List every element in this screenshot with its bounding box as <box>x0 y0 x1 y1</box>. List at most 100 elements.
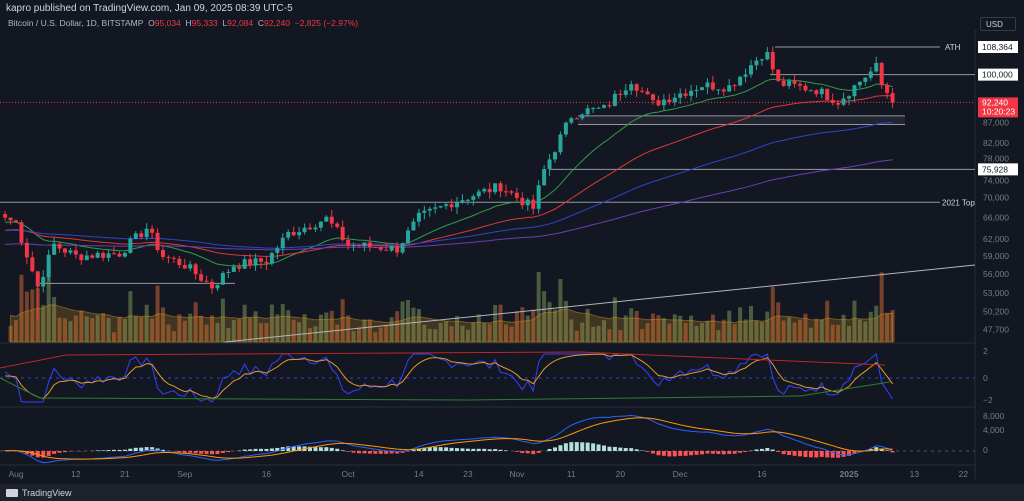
candle-body <box>885 85 890 94</box>
volume-bar <box>710 314 715 342</box>
macd-histogram-bar <box>558 445 563 451</box>
candle-body <box>3 214 8 218</box>
macd-histogram-bar <box>177 451 182 453</box>
volume-bar <box>607 329 612 342</box>
macd-histogram-bar <box>297 446 302 451</box>
macd-histogram-bar <box>416 448 421 451</box>
volume-bar <box>836 324 841 342</box>
volume-bar <box>580 322 585 342</box>
volume-bar <box>602 320 606 342</box>
divergence-line-low <box>799 381 891 397</box>
macd-histogram-bar <box>629 448 634 451</box>
volume-bar <box>661 318 666 342</box>
volume-bar <box>727 310 732 342</box>
price-tick-label: 47,700 <box>983 324 1009 334</box>
candle-body <box>504 191 508 193</box>
candle-body <box>732 85 737 87</box>
volume-bar <box>640 329 645 342</box>
candle-body <box>335 223 340 227</box>
macd-histogram-bar <box>155 448 160 451</box>
candle-body <box>433 207 438 209</box>
candle-body <box>689 90 694 96</box>
level-tag-bg <box>978 41 1018 53</box>
candle-body <box>836 103 841 105</box>
candle-body <box>460 200 465 203</box>
candle-body <box>710 82 715 90</box>
volume-bar <box>210 315 214 342</box>
candle-body <box>514 192 519 198</box>
macd-histogram-bar <box>645 451 650 452</box>
volume-bar <box>335 324 340 342</box>
low-value: 92,084 <box>227 18 254 28</box>
candle-body <box>193 264 198 275</box>
candle-body <box>471 196 476 200</box>
macd-tick-label: 8,000 <box>983 411 1005 421</box>
moving-average-100 <box>5 121 893 249</box>
candle-body <box>199 274 204 281</box>
volume-bar <box>411 307 416 342</box>
macd-histogram-bar <box>514 451 519 452</box>
volume-bar <box>749 306 753 342</box>
volume-bar <box>787 317 792 342</box>
time-tick-label: 2025 <box>840 469 859 479</box>
volume-bar <box>128 291 133 342</box>
candle-body <box>683 93 688 96</box>
candle-body <box>286 231 291 238</box>
macd-histogram-bar <box>275 447 280 451</box>
candle-body <box>765 51 770 60</box>
macd-histogram-bar <box>335 448 340 451</box>
candle-body <box>144 228 149 238</box>
volume-bar <box>79 310 84 342</box>
volume-bar <box>269 304 274 342</box>
candle-body <box>422 210 427 213</box>
time-tick-label: Aug <box>8 469 23 479</box>
volume-bar <box>645 323 650 342</box>
candle-body <box>634 84 639 91</box>
volume-ma-area <box>10 304 894 343</box>
volume-bar <box>493 305 498 342</box>
volume-bar <box>253 311 258 342</box>
volume-bar <box>357 327 361 342</box>
macd-histogram-bar <box>340 450 345 451</box>
price-tick-label: 53,000 <box>983 288 1009 298</box>
volume-bar <box>406 299 410 342</box>
volume-bar <box>122 318 127 342</box>
volume-bar <box>776 302 781 342</box>
macd-histogram-bar <box>438 447 443 451</box>
candle-body <box>705 82 710 88</box>
volume-bar <box>275 314 280 342</box>
volume-bar <box>313 326 318 342</box>
macd-histogram-bar <box>460 448 465 451</box>
macd-tick-label: 0 <box>983 445 988 455</box>
oscillator-signal-line <box>5 353 894 400</box>
volume-bar <box>743 319 748 342</box>
macd-histogram-bar <box>738 451 743 453</box>
candle-body <box>830 99 835 104</box>
level-price-tag: 75,928 <box>978 163 1018 176</box>
candle-body <box>651 94 655 101</box>
currency-button[interactable]: USD <box>980 17 1016 31</box>
candle-body <box>269 252 274 264</box>
candle-body <box>476 191 481 197</box>
volume-bar <box>721 319 726 342</box>
macd-histogram-bar <box>830 451 835 458</box>
volume-bar <box>547 302 552 342</box>
macd-histogram-bar <box>291 446 296 451</box>
countdown-timer: 10:20:23 <box>982 106 1015 116</box>
level-price-tag: 108,364 <box>978 41 1018 53</box>
volume-bar <box>770 286 775 342</box>
volume-bar <box>297 322 302 342</box>
volume-bar <box>814 318 819 342</box>
volume-bar <box>792 322 797 342</box>
divergence-line-high <box>579 351 886 366</box>
volume-bar <box>705 320 710 342</box>
candle-body <box>879 62 884 86</box>
candle-body <box>411 221 416 231</box>
macd-histogram-bar <box>563 443 568 451</box>
candle-body <box>874 62 879 72</box>
macd-histogram-bar <box>879 448 884 451</box>
candle-body <box>700 87 704 90</box>
macd-histogram-bar <box>569 442 574 451</box>
candle-body <box>553 152 557 160</box>
